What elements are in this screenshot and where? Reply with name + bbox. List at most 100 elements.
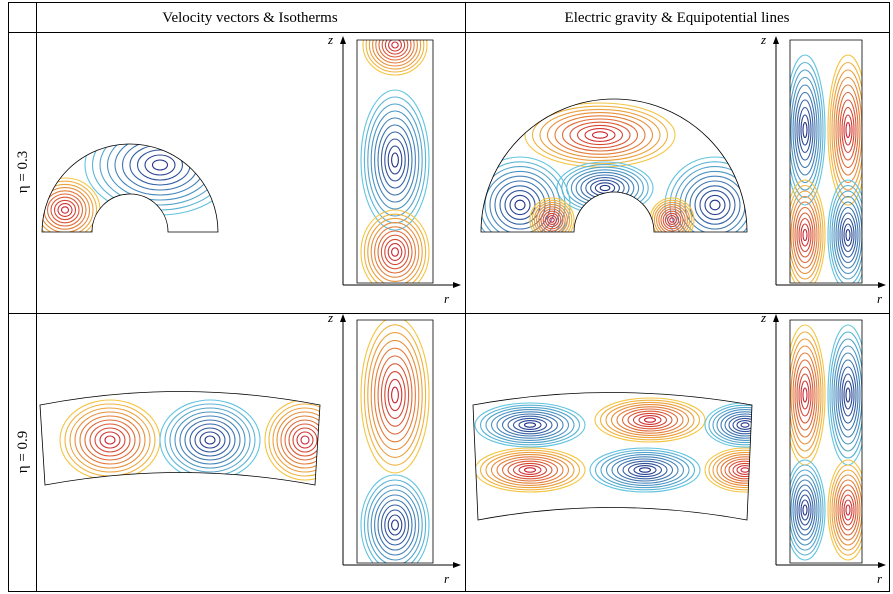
table-border <box>8 2 890 592</box>
contour <box>843 380 853 410</box>
contour <box>651 199 693 232</box>
contour <box>792 479 818 541</box>
contour <box>377 499 413 551</box>
contour <box>69 407 151 473</box>
contour <box>827 54 862 206</box>
contour <box>391 386 399 404</box>
contour <box>360 209 430 283</box>
contour <box>689 180 741 230</box>
contour <box>104 435 116 445</box>
domain-outline <box>41 143 219 233</box>
contour <box>223 167 287 243</box>
contour <box>827 179 862 283</box>
contour <box>501 458 559 482</box>
contour <box>835 84 861 176</box>
contour <box>99 431 121 449</box>
contour <box>288 423 320 457</box>
contour <box>518 420 542 430</box>
contour <box>252 201 258 209</box>
contour <box>790 474 820 546</box>
contour <box>845 387 851 403</box>
contour <box>129 144 191 186</box>
contour <box>372 40 418 67</box>
contour <box>839 99 857 161</box>
contour <box>621 408 679 432</box>
contour <box>507 415 553 435</box>
contour <box>384 509 406 541</box>
arrow <box>773 314 779 322</box>
contour <box>268 403 320 477</box>
contour <box>374 347 416 443</box>
contour <box>512 462 548 478</box>
contour <box>184 419 236 461</box>
contour <box>839 489 857 531</box>
contour <box>845 121 851 139</box>
contour <box>843 223 853 247</box>
contour <box>64 403 156 477</box>
contour <box>523 422 537 428</box>
contour <box>536 204 568 232</box>
contour <box>790 195 820 275</box>
contour <box>239 200 261 231</box>
contour <box>708 449 752 491</box>
contour <box>600 451 690 489</box>
contour <box>387 145 403 175</box>
contour <box>544 212 560 228</box>
contour <box>591 131 609 139</box>
contour <box>540 208 564 232</box>
contour <box>42 187 91 232</box>
contour <box>370 489 420 561</box>
contour <box>790 469 822 551</box>
contour <box>94 427 126 453</box>
contour <box>531 105 669 165</box>
contour <box>204 435 216 445</box>
contour <box>616 458 674 482</box>
contour <box>699 190 731 220</box>
domain-outline <box>356 319 434 564</box>
arrow <box>453 562 461 568</box>
contour <box>247 211 253 220</box>
contour <box>499 185 541 225</box>
contour <box>724 413 752 437</box>
contour <box>91 144 218 211</box>
contour <box>514 199 526 211</box>
contour <box>529 197 575 232</box>
contour <box>790 179 826 283</box>
contour-field <box>474 397 752 493</box>
domain-outline <box>472 392 753 521</box>
contour <box>843 499 853 521</box>
axis-label: r <box>444 291 450 306</box>
row-label: η = 0.3 <box>15 151 31 194</box>
contour <box>594 449 696 491</box>
contour <box>839 212 857 258</box>
contour <box>363 213 427 283</box>
contour <box>485 451 575 489</box>
contour <box>485 406 575 444</box>
contour <box>669 161 747 232</box>
contour <box>712 406 752 444</box>
contour <box>669 217 675 223</box>
contour-field <box>59 399 320 481</box>
contour <box>380 363 410 427</box>
contour <box>833 76 862 184</box>
contour <box>240 202 259 228</box>
contour <box>837 359 859 431</box>
contour <box>841 106 855 154</box>
contour <box>226 171 284 239</box>
contour <box>736 465 752 475</box>
contour-field <box>790 324 862 561</box>
contour <box>391 247 399 257</box>
contour <box>658 206 686 232</box>
contour <box>245 208 255 221</box>
contour <box>174 411 246 469</box>
contour <box>605 401 695 439</box>
contour <box>523 467 537 473</box>
contour <box>796 489 814 531</box>
contour <box>43 190 87 230</box>
contour <box>242 190 268 220</box>
contour <box>496 411 564 439</box>
contour <box>57 203 73 217</box>
contour <box>638 415 662 425</box>
contour <box>831 69 862 191</box>
contour <box>794 484 816 536</box>
